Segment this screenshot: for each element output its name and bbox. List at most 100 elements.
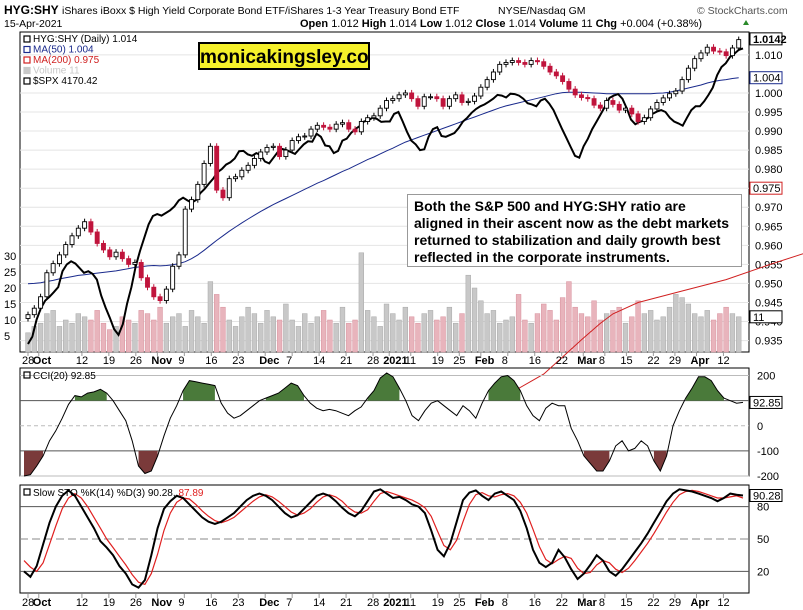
- spx-line: [27, 47, 744, 345]
- legend-swatch: [23, 66, 31, 75]
- x-tick-label: 25: [453, 597, 465, 609]
- x-tick-label: 21: [340, 597, 352, 609]
- volume-bar: [616, 306, 622, 353]
- volume-bar: [346, 322, 352, 353]
- legend-swatch: [23, 77, 31, 85]
- candle-body: [723, 51, 729, 57]
- volume-bar: [44, 313, 50, 353]
- x-tick-label: 8: [502, 597, 508, 609]
- candle-body: [126, 258, 132, 265]
- candle-body: [390, 98, 396, 102]
- volume-bar: [251, 313, 258, 353]
- x-tick-label: 11: [405, 597, 416, 609]
- last-value-label: 1.0142: [753, 34, 787, 46]
- candle-body: [402, 92, 408, 96]
- low-value: 1.012: [445, 18, 473, 30]
- volume-bar: [679, 297, 685, 353]
- volume-bar: [320, 310, 327, 353]
- candle-body: [113, 251, 119, 258]
- volume-value: 11: [581, 18, 592, 30]
- volume-bar: [553, 319, 559, 353]
- price-y-tick-label: 0.950: [755, 278, 783, 290]
- candle-body: [107, 249, 113, 258]
- volume-bar: [308, 322, 314, 353]
- candle-body: [641, 117, 647, 122]
- x-tick-label: 28: [22, 597, 34, 609]
- candle-body: [182, 208, 188, 256]
- cci-oversold-fill: [583, 450, 610, 471]
- candle-body: [251, 158, 257, 166]
- volume-bar: [685, 303, 692, 353]
- volume-bar: [717, 313, 723, 353]
- volume-bar: [188, 310, 195, 353]
- candle-body: [667, 93, 672, 99]
- volume-bar: [339, 306, 346, 353]
- volume-bar: [333, 322, 339, 353]
- volume-bar: [641, 313, 648, 353]
- candle-body: [434, 96, 440, 100]
- ma50-line: [27, 77, 739, 285]
- volume-label: Volume: [539, 18, 578, 30]
- candle-body: [377, 107, 383, 117]
- candle-body: [302, 135, 308, 138]
- legend-swatch: [23, 35, 31, 43]
- volume-bar: [88, 319, 94, 353]
- sto-y-tick-label: 20: [757, 566, 769, 578]
- price-y-tick-label: 0.985: [755, 145, 783, 157]
- candle-body: [220, 189, 226, 199]
- cci-y-tick-label: -200: [757, 471, 779, 483]
- volume-bar: [81, 316, 88, 353]
- volume-bar: [264, 310, 270, 353]
- volume-bar: [314, 316, 320, 353]
- volume-bar: [484, 313, 490, 353]
- volume-bar: [170, 316, 176, 353]
- volume-bar: [434, 319, 440, 353]
- volume-bar: [666, 306, 673, 353]
- last-value-label: 0.975: [753, 183, 781, 195]
- candle-body: [685, 67, 691, 81]
- candle-body: [69, 235, 75, 246]
- cci-overbought-fill: [74, 389, 107, 401]
- x-tick-label: 12: [76, 355, 88, 367]
- candle-body: [82, 221, 88, 229]
- svg-text:Open 1.012 High 1.014 Low 1.01: Open 1.012 High 1.014 Low 1.012 Close 1.…: [300, 18, 702, 30]
- volume-bar: [534, 313, 541, 353]
- cci-overbought-fill: [367, 373, 400, 401]
- volume-bar: [182, 326, 188, 353]
- candle-body: [119, 251, 125, 260]
- volume-bar: [270, 316, 276, 353]
- price-panel: 1.010 1.000 0.995 0.990 0.985 0.980 0.975 0.970…: [4, 32, 803, 393]
- candle-body: [673, 90, 679, 95]
- volume-bar: [654, 319, 660, 353]
- volume-bar: [163, 322, 170, 353]
- candle-body: [692, 58, 698, 69]
- volume-bar: [427, 310, 434, 353]
- candle-body: [566, 81, 572, 90]
- volume-bar: [541, 303, 547, 353]
- candle-body: [560, 75, 566, 82]
- candle-body: [340, 122, 345, 125]
- x-tick-label: 7: [286, 355, 292, 367]
- volume-tick-label: 5: [4, 331, 10, 343]
- volume-bar: [409, 316, 415, 353]
- volume-bar: [132, 322, 138, 353]
- x-tick-label: 19: [432, 355, 444, 367]
- volume-bar: [459, 313, 465, 353]
- x-tick-label: 29: [669, 355, 681, 367]
- volume-bar: [566, 281, 572, 353]
- volume-bar: [75, 313, 81, 353]
- volume-bar: [603, 313, 610, 353]
- up-arrow-icon: [743, 20, 749, 25]
- cci-oversold-fill: [138, 450, 158, 474]
- volume-bar: [214, 294, 220, 353]
- sto-y-tick-label: 80: [757, 502, 769, 514]
- candle-body: [522, 62, 528, 65]
- candle-body: [321, 124, 327, 128]
- candle-body: [270, 145, 276, 148]
- candle-body: [352, 128, 358, 133]
- header-exchange: NYSE/Nasdaq GM: [498, 5, 586, 17]
- candle-body: [176, 254, 182, 267]
- volume-bar: [226, 319, 232, 353]
- x-tick-label: Dec: [259, 597, 279, 609]
